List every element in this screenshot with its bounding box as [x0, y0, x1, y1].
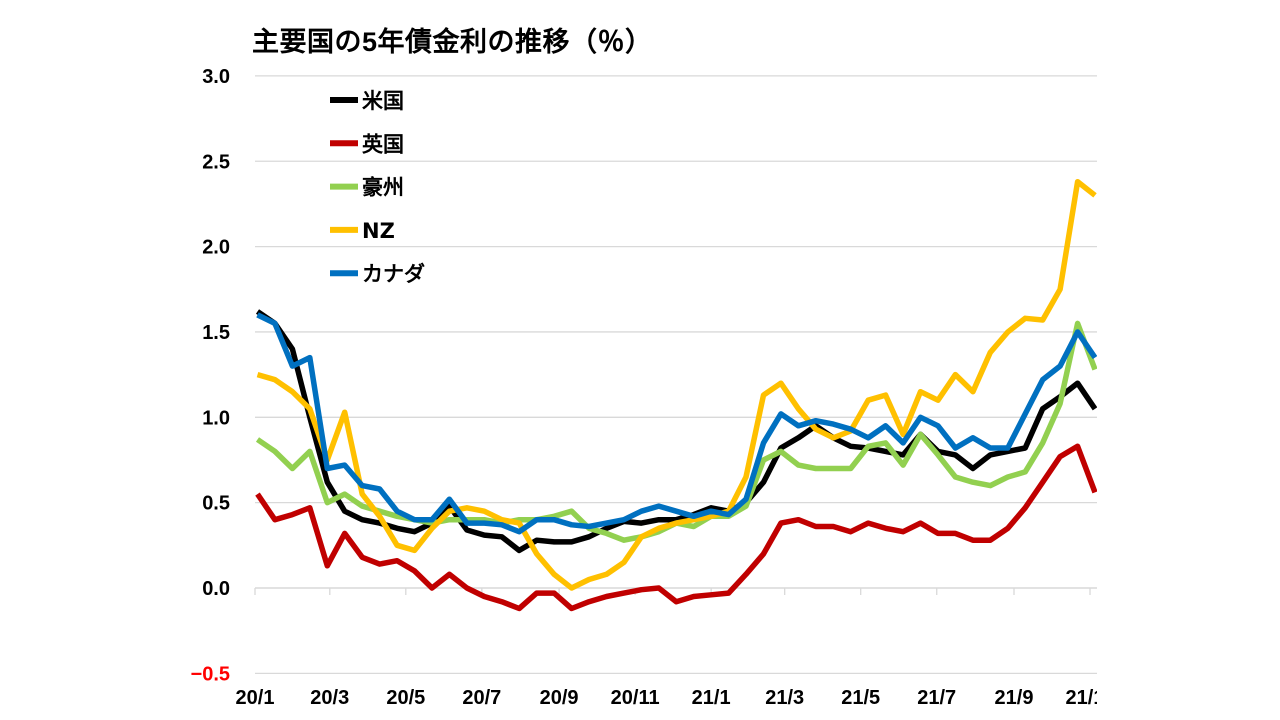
x-tick-label: 20/11 — [611, 687, 660, 709]
line-chart: 3.0 2.5 2.0 1.5 1.0 0.5 0.0 −0.5 20/1 20/3 20/5 20/… — [191, 66, 1097, 709]
series-4 — [256, 312, 1097, 535]
x-tick-label: 20/5 — [386, 687, 425, 709]
y-tick-label: 0.0 — [202, 578, 230, 600]
series-2 — [255, 320, 1097, 543]
y-tick-label: 1.5 — [202, 322, 230, 344]
y-tick-label: 3.0 — [202, 66, 230, 88]
x-tick-label: 21/9 — [995, 687, 1034, 709]
legend-label: NZ — [362, 219, 395, 243]
y-tick-label: 2.5 — [202, 151, 230, 173]
y-tick-label: 0.5 — [202, 493, 230, 515]
x-tick-label: 20/7 — [462, 687, 501, 709]
y-tick-label: −0.5 — [191, 663, 230, 685]
legend-label: カナダ — [362, 262, 425, 286]
y-tick-label: 2.0 — [202, 237, 230, 259]
series-1 — [255, 443, 1097, 612]
legend-label: 米国 — [362, 89, 404, 113]
legend-label: 英国 — [362, 132, 404, 156]
x-tick-label: 21/7 — [917, 687, 956, 709]
series-line — [255, 320, 1097, 543]
legend-label: 豪州 — [362, 176, 404, 200]
x-tick-label: 21/3 — [765, 687, 804, 709]
x-tick-label: 21/11 — [1066, 687, 1097, 709]
x-tick-label: 21/5 — [841, 687, 880, 709]
x-tick-label: 20/3 — [310, 687, 349, 709]
series-3 — [256, 178, 1097, 591]
x-tick-label: 21/1 — [692, 687, 731, 709]
y-tick-label: 1.0 — [202, 407, 230, 429]
x-tick-label: 20/9 — [540, 687, 579, 709]
chart-title: 主要国の5年債金利の推移（％） — [252, 27, 653, 57]
series-line — [256, 312, 1097, 535]
x-tick-label: 20/1 — [236, 687, 275, 709]
